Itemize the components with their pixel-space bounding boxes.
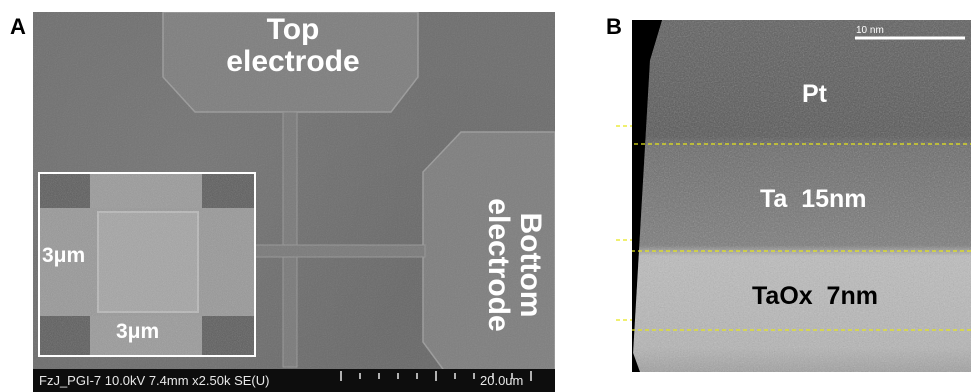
sem-scale-ticks [340,371,532,381]
top-electrode-label: Top electrode [226,13,360,79]
bottom-electrode-label: Bottom electrode [481,198,547,332]
inset-bottom-dimension: 3μm [116,320,160,343]
inset-side-dimension: 3μm [42,244,86,267]
sem-image: Top electrode Bottom electrode [33,12,555,392]
panel-b-left-markers [616,125,632,321]
layer-boundary-lines [632,143,971,331]
tem-image: 10 nm Pt Ta 15nm TaOx 7nm [632,20,971,372]
sem-info-bar: FzJ_PGI-7 10.0kV 7.4mm x2.50k SE(U) 20.0… [33,369,555,392]
sem-metadata: FzJ_PGI-7 10.0kV 7.4mm x2.50k SE(U) [39,373,270,388]
sem-scale-label: 20.0um [480,373,524,388]
panel-a-letter: A [10,14,26,39]
layer-label-taox: TaOx 7nm [752,282,878,310]
panel-b-letter: B [606,14,622,39]
tem-scale-label: 10 nm [856,25,884,36]
sem-inset: 3μm 3μm [38,172,256,357]
tem-cross-section [632,20,971,372]
layer-label-ta: Ta 15nm [760,185,867,213]
inset-cross-structure [40,174,254,355]
layer-label-pt: Pt [802,80,827,108]
